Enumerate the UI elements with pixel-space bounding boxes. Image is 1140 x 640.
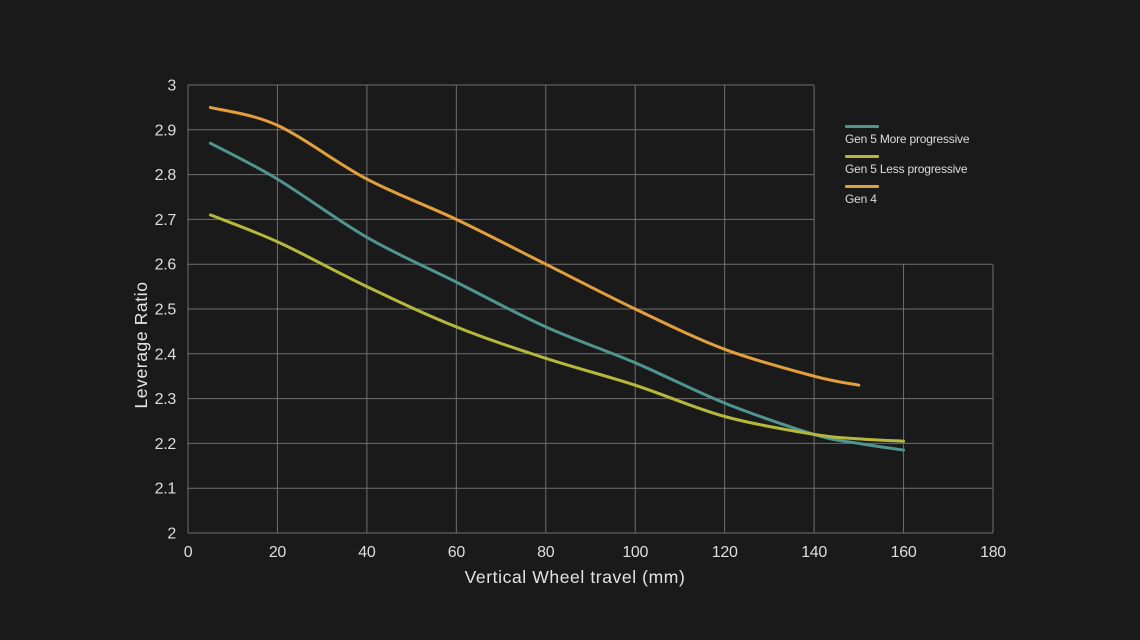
y-tick-label: 2.4 — [155, 346, 177, 363]
y-tick-label: 2.8 — [155, 167, 177, 184]
axis-tick-labels: 0 20 40 60 80 100 120 140 160 180 2 2.1 2.2 2.3 2.4 2.5… — [155, 78, 1007, 562]
x-tick-label: 0 — [184, 544, 193, 561]
x-tick-label: 120 — [712, 544, 738, 561]
y-axis-title: Leverage Ratio — [131, 281, 151, 408]
x-tick-label: 20 — [269, 544, 287, 561]
series-line-gen-4 — [208, 105, 861, 387]
x-tick-label: 160 — [891, 544, 917, 561]
legend-entry: Gen 5 Less progressive — [845, 155, 1025, 176]
x-tick-label: 140 — [801, 544, 827, 561]
legend-swatch-gen5-less — [845, 155, 879, 158]
legend-label-gen5-less: Gen 5 Less progressive — [845, 162, 968, 176]
x-tick-label: 100 — [622, 544, 648, 561]
legend-swatch-gen4 — [845, 185, 879, 188]
grid-layer — [187, 84, 994, 534]
series-layer — [208, 105, 906, 452]
legend: Gen 5 More progressive Gen 5 Less progre… — [845, 125, 1025, 215]
x-axis-title: Vertical Wheel travel (mm) — [465, 567, 686, 587]
series-line-gen-5-less-progressive — [208, 213, 906, 443]
x-tick-label: 80 — [537, 544, 555, 561]
legend-swatch-gen5-more — [845, 125, 879, 128]
legend-label-gen4: Gen 4 — [845, 192, 877, 206]
x-tick-label: 60 — [448, 544, 466, 561]
legend-label-gen5-more: Gen 5 More progressive — [845, 132, 970, 146]
y-tick-label: 2.9 — [155, 122, 177, 139]
y-tick-label: 2.7 — [155, 212, 177, 229]
y-tick-label: 2 — [167, 526, 176, 543]
series-line-gen-5-more-progressive — [208, 141, 906, 452]
x-tick-label: 40 — [358, 544, 376, 561]
y-tick-label: 2.3 — [155, 391, 177, 408]
y-tick-label: 2.2 — [155, 436, 177, 453]
y-tick-label: 2.6 — [155, 257, 177, 274]
legend-entry: Gen 5 More progressive — [845, 125, 1025, 146]
legend-entry: Gen 4 — [845, 185, 1025, 206]
y-tick-label: 2.1 — [155, 481, 177, 498]
x-tick-label: 180 — [980, 544, 1006, 561]
y-tick-label: 2.5 — [155, 302, 177, 319]
y-tick-label: 3 — [167, 78, 176, 95]
